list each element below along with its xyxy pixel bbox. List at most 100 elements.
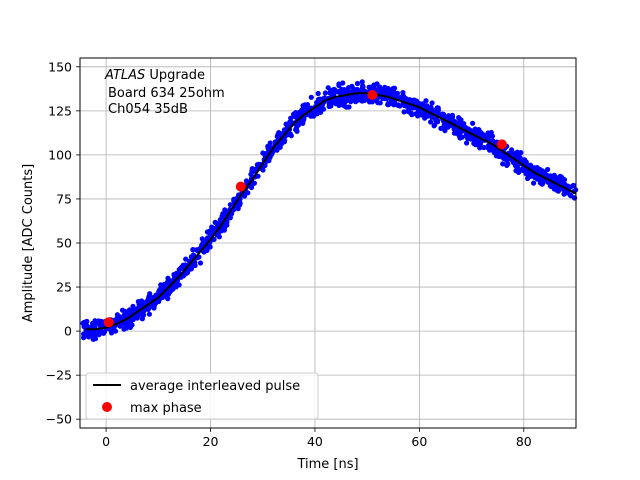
sample-point [521, 157, 527, 163]
sample-point [557, 186, 563, 192]
legend-marker-symbol [102, 402, 112, 412]
sample-point [197, 260, 204, 266]
y-tick-label: −25 [46, 368, 72, 383]
sample-point [423, 98, 429, 104]
sample-point [336, 102, 342, 108]
max-phase-point [235, 181, 246, 192]
sample-point [439, 112, 445, 118]
average-pulse-line [85, 92, 577, 331]
x-tick-label: 80 [516, 434, 532, 449]
axis-ticks: 0 20 40 60 80 −50 −25 0 25 50 75 100 125 150 [46, 59, 532, 449]
annotation-line-1: ATLAS Upgrade [104, 68, 205, 83]
sample-point [129, 322, 135, 328]
sample-point [139, 316, 145, 322]
sample-point [327, 90, 333, 96]
sample-point [99, 321, 105, 327]
sample-point [435, 107, 441, 113]
sample-point [354, 86, 360, 93]
sample-point [453, 130, 460, 136]
sample-point [235, 206, 241, 212]
sample-point [249, 166, 255, 172]
sample-point [328, 103, 334, 109]
sample-point [89, 320, 96, 327]
x-tick-label: 20 [203, 434, 219, 449]
sample-point [316, 96, 322, 102]
sample-point [265, 145, 271, 151]
sample-point [146, 311, 152, 317]
sample-point [227, 202, 233, 208]
sample-point [435, 119, 441, 125]
sample-point [470, 120, 476, 126]
y-tick-label: 50 [56, 236, 72, 251]
sample-point [141, 300, 147, 306]
legend-box [85, 372, 319, 420]
sample-point [293, 110, 299, 116]
x-tick-label: 40 [307, 434, 323, 449]
x-tick-label: 0 [102, 434, 110, 449]
sample-point [287, 119, 293, 125]
sample-point [428, 119, 434, 125]
sample-point [417, 101, 423, 107]
sample-point [354, 80, 361, 87]
sample-point [351, 95, 357, 101]
sample-point [92, 336, 99, 342]
sample-point [89, 333, 95, 339]
sample-point [349, 83, 355, 89]
y-tick-label: 25 [56, 280, 72, 295]
max-phase-points [103, 90, 507, 328]
sample-point [545, 166, 551, 173]
sample-point [308, 94, 314, 100]
sample-point [493, 152, 500, 158]
sample-point [403, 103, 410, 109]
sample-point [449, 114, 456, 120]
sample-point [262, 162, 268, 169]
sample-point [377, 84, 383, 90]
sample-point [293, 127, 299, 133]
sample-point [101, 329, 108, 335]
sample-point [438, 125, 444, 131]
sample-point [500, 161, 506, 167]
sample-point [445, 113, 451, 119]
sample-point [341, 89, 347, 95]
average-pulse-layer [85, 92, 577, 331]
sample-point [473, 141, 479, 147]
sample-point [211, 227, 217, 233]
sample-point [464, 140, 470, 146]
sample-point [274, 146, 280, 152]
sample-point [422, 115, 428, 121]
sample-point [429, 100, 435, 106]
sample-point [534, 176, 541, 182]
sample-point [146, 294, 152, 300]
y-axis-label: Amplitude [ADC Counts] [21, 164, 36, 322]
sample-point [369, 99, 375, 105]
sample-point [468, 136, 474, 142]
legend: average interleaved pulse max phase [85, 372, 319, 420]
sample-point [134, 315, 140, 321]
sample-point [377, 100, 383, 106]
sample-point [531, 180, 537, 186]
y-tick-label: 0 [64, 324, 72, 339]
sample-point [248, 171, 254, 177]
sample-point [217, 217, 224, 223]
sample-point [173, 284, 179, 290]
sample-point [475, 129, 481, 135]
sample-point [409, 99, 415, 105]
sample-point [424, 104, 430, 110]
y-tick-label: −50 [46, 412, 72, 427]
sample-point [477, 141, 483, 147]
sample-point [567, 192, 573, 198]
sample-point [248, 184, 255, 191]
sample-point [237, 200, 243, 206]
sample-point [266, 158, 272, 164]
sample-point [371, 85, 378, 92]
sample-point [390, 87, 396, 94]
sample-point [336, 82, 342, 89]
sample-point [82, 331, 88, 337]
sample-point [167, 289, 173, 295]
sample-point [122, 311, 128, 317]
sample-point [366, 84, 372, 90]
sample-point [356, 97, 362, 103]
sample-point [336, 88, 343, 94]
sample-point [407, 109, 413, 115]
